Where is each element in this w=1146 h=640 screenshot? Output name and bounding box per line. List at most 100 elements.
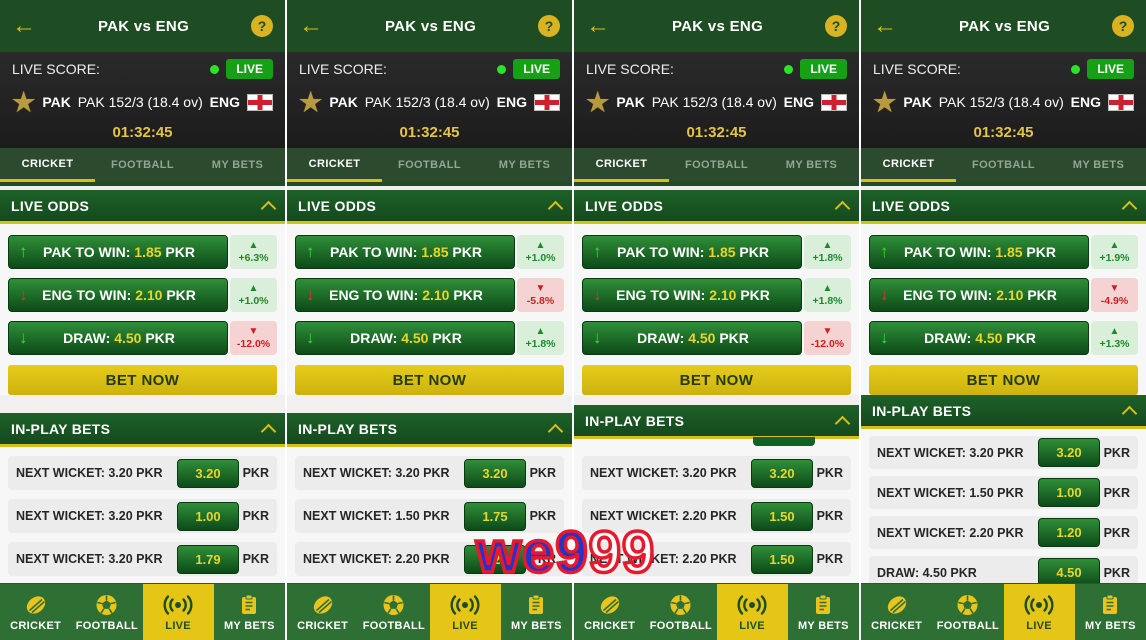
nav-item-cricket[interactable]: CRICKET [0,584,71,640]
odds-button-pak-to-win[interactable]: ↑ PAK TO WIN: 1.85 PKR [869,235,1089,269]
bet-odds-button[interactable]: 1.00 [1038,478,1100,507]
inplay-bet-row[interactable]: NEXT WICKET: 3.20 PKR 3.20 PKR [8,456,277,490]
inplay-bet-row[interactable]: NEXT WICKET: 3.20 PKR 3.20 PKR [582,456,851,490]
bet-odds-button[interactable]: 1.20 [464,544,526,574]
nav-item-football[interactable]: FOOTBALL [645,584,716,640]
tab-my-bets[interactable]: MY BETS [211,159,264,171]
help-icon[interactable]: ? [825,15,847,37]
tab-cricket[interactable]: CRICKET [861,148,956,182]
odds-row: ↓ ENG TO WIN: 2.10 PKR ▼ -5.8% [295,278,564,312]
inplay-bet-row[interactable]: NEXT WICKET: 3.20 PKR 1.00 PKR [8,499,277,533]
odds-button-eng-to-win[interactable]: ↓ ENG TO WIN: 2.10 PKR [582,278,802,312]
bet-now-button[interactable]: BET NOW [8,365,277,395]
nav-item-live[interactable]: LIVE [1003,584,1075,640]
odds-change-badge: ▲ +1.0% [230,278,277,312]
nav-item-live[interactable]: LIVE [142,584,214,640]
bet-odds-button[interactable]: 1.75 [464,501,526,531]
live-odds-section-header[interactable]: LIVE ODDS [0,190,285,224]
inplay-bet-row[interactable]: NEXT WICKET: 1.50 PKR 1.00 PKR [869,476,1138,509]
nav-item-football[interactable]: FOOTBALL [71,584,142,640]
bet-now-button[interactable]: BET NOW [869,365,1138,395]
back-arrow-icon[interactable]: ← [12,12,36,39]
odds-button-draw[interactable]: ↓ DRAW: 4.50 PKR [295,321,515,355]
odds-value: 2.10 [996,287,1024,303]
odds-button-eng-to-win[interactable]: ↓ ENG TO WIN: 2.10 PKR [8,278,228,312]
bet-odds-button[interactable]: 1.50 [751,544,813,574]
odds-button-draw[interactable]: ↓ DRAW: 4.50 PKR [869,321,1089,355]
help-icon[interactable]: ? [538,15,560,37]
nav-item-football[interactable]: FOOTBALL [358,584,429,640]
live-badge: LIVE [513,59,560,79]
inplay-bet-row[interactable]: NEXT WICKET: 3.20 PKR 3.20 PKR [869,436,1138,469]
tab-my-bets[interactable]: MY BETS [1072,159,1125,171]
odds-button-pak-to-win[interactable]: ↑ PAK TO WIN: 1.85 PKR [582,235,802,269]
inplay-bet-row[interactable]: NEXT WICKET: 3.20 PKR 1.79 PKR [8,542,277,576]
odds-unit: PKR [452,244,482,260]
odds-button-eng-to-win[interactable]: ↓ ENG TO WIN: 2.10 PKR [869,278,1089,312]
odds-unit: PKR [740,287,770,303]
odds-button-draw[interactable]: ↓ DRAW: 4.50 PKR [582,321,802,355]
back-arrow-icon[interactable]: ← [586,12,610,39]
tab-football[interactable]: FOOTBALL [971,159,1036,171]
tab-football[interactable]: FOOTBALL [110,159,175,171]
nav-item-my-bets[interactable]: MY BETS [501,584,572,640]
bet-odds-button[interactable]: 3.20 [1038,438,1100,467]
inplay-section-header[interactable]: IN-PLAY BETS [861,395,1146,429]
live-odds-section-header[interactable]: LIVE ODDS [861,190,1146,224]
bet-odds-button[interactable]: 1.50 [751,501,813,531]
bet-now-button[interactable]: BET NOW [582,365,851,395]
divider [574,186,859,190]
help-icon[interactable]: ? [251,15,273,37]
odds-button-pak-to-win[interactable]: ↑ PAK TO WIN: 1.85 PKR [8,235,228,269]
inplay-bet-row[interactable]: NEXT WICKET: 2.20 PKR 1.20 PKR [295,542,564,576]
live-odds-section-header[interactable]: LIVE ODDS [574,190,859,224]
tab-my-bets[interactable]: MY BETS [498,159,551,171]
live-score-panel: LIVE SCORE: LIVE ★ PAK PAK 152/3 (18.4 o… [0,52,285,148]
bet-label: NEXT WICKET: 1.50 PKR [303,509,450,523]
nav-item-my-bets[interactable]: MY BETS [788,584,859,640]
bet-odds-button[interactable]: 3.20 [177,458,239,488]
tab-my-bets[interactable]: MY BETS [785,159,838,171]
tab-football[interactable]: FOOTBALL [684,159,749,171]
tab-cricket[interactable]: CRICKET [574,148,669,182]
nav-item-my-bets[interactable]: MY BETS [214,584,285,640]
inplay-bet-row[interactable]: NEXT WICKET: 2.20 PKR 1.20 PKR [869,516,1138,549]
inplay-section-header[interactable]: IN-PLAY BETS [0,413,285,447]
bet-label: NEXT WICKET: 2.20 PKR [590,509,737,523]
nav-item-live[interactable]: LIVE [716,584,788,640]
nav-item-cricket[interactable]: CRICKET [574,584,645,640]
nav-item-football[interactable]: FOOTBALL [932,584,1003,640]
nav-label: LIVE [739,619,765,632]
nav-item-cricket[interactable]: CRICKET [287,584,358,640]
inplay-bet-row[interactable]: NEXT WICKET: 2.20 PKR 1.50 PKR [582,499,851,533]
back-arrow-icon[interactable]: ← [299,12,323,39]
bet-odds-button[interactable]: 1.20 [1038,518,1100,547]
inplay-bet-row[interactable]: NEXT WICKET: 2.20 PKR 1.50 PKR [582,542,851,576]
bet-odds-button[interactable]: 3.20 [751,458,813,488]
help-icon[interactable]: ? [1112,15,1134,37]
live-odds-section-header[interactable]: LIVE ODDS [287,190,572,224]
tab-cricket[interactable]: CRICKET [287,148,382,182]
nav-label: CRICKET [584,619,636,632]
nav-item-my-bets[interactable]: MY BETS [1075,584,1146,640]
inplay-bet-row[interactable]: NEXT WICKET: 3.20 PKR 3.20 PKR [295,456,564,490]
back-arrow-icon[interactable]: ← [873,12,897,39]
bet-now-button[interactable]: BET NOW [295,365,564,395]
nav-item-live[interactable]: LIVE [429,584,501,640]
odds-button-eng-to-win[interactable]: ↓ ENG TO WIN: 2.10 PKR [295,278,515,312]
bet-label: NEXT WICKET: 3.20 PKR [877,445,1024,460]
triangle-icon: ▼ [822,326,833,338]
tab-cricket[interactable]: CRICKET [0,148,95,182]
inplay-bet-row[interactable]: NEXT WICKET: 1.50 PKR 1.75 PKR [295,499,564,533]
inplay-section-header[interactable]: IN-PLAY BETS [574,405,859,439]
bet-odds-button[interactable]: 3.20 [464,458,526,488]
odds-button-draw[interactable]: ↓ DRAW: 4.50 PKR [8,321,228,355]
bet-odds-button[interactable]: 1.79 [177,544,239,574]
tab-football[interactable]: FOOTBALL [397,159,462,171]
nav-item-cricket[interactable]: CRICKET [861,584,932,640]
inplay-section-header[interactable]: IN-PLAY BETS [287,413,572,447]
clipped-row-sliver [574,437,859,447]
odds-button-pak-to-win[interactable]: ↑ PAK TO WIN: 1.85 PKR [295,235,515,269]
triangle-icon: ▲ [1109,240,1120,252]
bet-odds-button[interactable]: 1.00 [177,501,239,531]
